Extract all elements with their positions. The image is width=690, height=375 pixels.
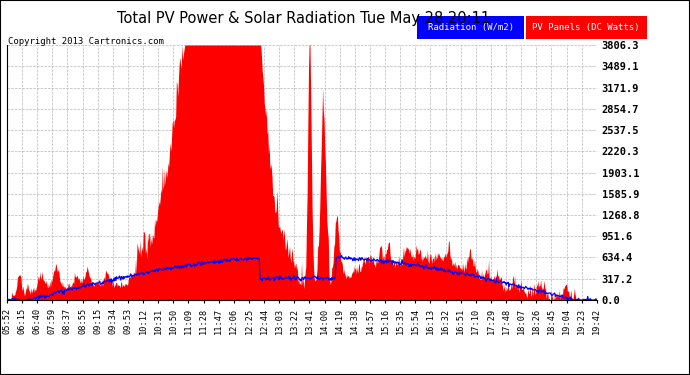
Text: Copyright 2013 Cartronics.com: Copyright 2013 Cartronics.com [8, 38, 164, 46]
Text: Radiation (W/m2): Radiation (W/m2) [428, 23, 514, 32]
Text: PV Panels (DC Watts): PV Panels (DC Watts) [533, 23, 640, 32]
Text: Total PV Power & Solar Radiation Tue May 28 20:11: Total PV Power & Solar Radiation Tue May… [117, 11, 490, 26]
